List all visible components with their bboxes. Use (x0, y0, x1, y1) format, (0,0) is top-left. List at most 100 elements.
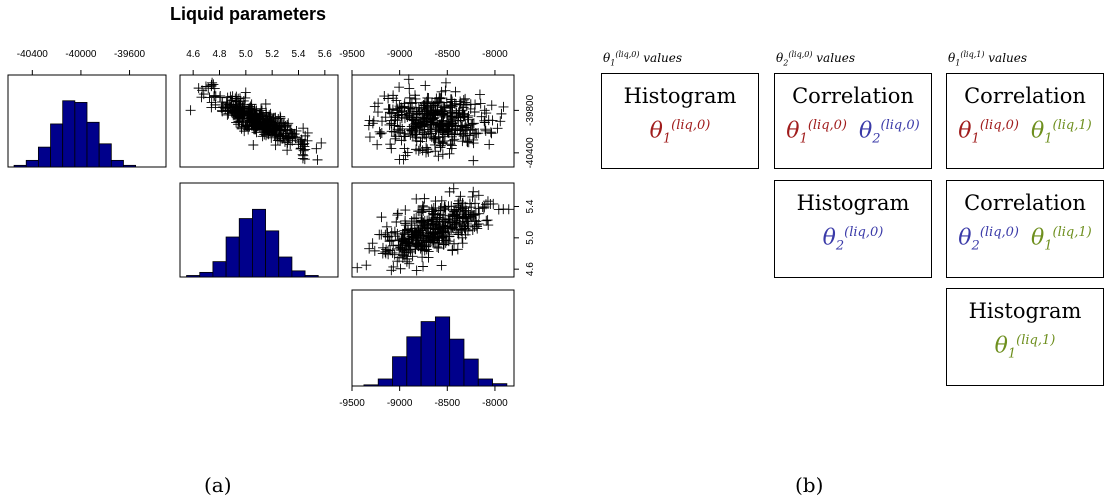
scatter-point (282, 133, 293, 144)
scatter-point (437, 127, 448, 138)
scatter-point (454, 195, 465, 206)
scatter-point (193, 83, 204, 94)
scatter-point (287, 128, 298, 139)
scatter-point (445, 100, 456, 111)
scatter-p1-p2-x-tick-label: 4.8 (213, 49, 227, 60)
scatter-point (479, 201, 490, 212)
cell-title: Correlation (792, 84, 914, 108)
cell-title: Correlation (964, 84, 1086, 108)
hist-p2-bar (304, 275, 319, 278)
scatter-point (389, 114, 400, 125)
scatter-point (390, 131, 401, 142)
scatter-point (457, 121, 468, 132)
scatter-point (435, 120, 446, 131)
hist-p2-bar (199, 271, 214, 278)
scatter-point (239, 126, 250, 137)
scatter-point (397, 106, 408, 117)
cell-r1c3: Correlation θ1(liq,0) θ1(liq,1) (946, 73, 1104, 169)
scatter-point (239, 105, 250, 116)
hist-p3-bar (363, 384, 379, 387)
scatter-p1-p3-x-tick-label: -9500 (339, 49, 365, 60)
scatter-point (394, 82, 405, 93)
hist-p1-bar (110, 159, 124, 168)
scatter-point (479, 105, 490, 116)
scatter-point (482, 215, 493, 226)
theta-symbol: θ1(liq,1) (1031, 225, 1092, 254)
scatter-point (233, 107, 244, 118)
scatter-point (248, 140, 259, 151)
scatter-point (400, 150, 411, 161)
scatter-point (457, 238, 468, 249)
scatter-point (428, 133, 439, 144)
scatter-point (431, 118, 442, 129)
scatter-point (273, 113, 284, 124)
hist-p1-bar (74, 102, 88, 168)
scatter-point (208, 79, 219, 90)
scatter-point (459, 223, 470, 234)
scatter-point (247, 116, 258, 127)
scatter-point (453, 202, 464, 213)
scatter-point (429, 139, 440, 150)
hist-p2-bar (225, 236, 240, 278)
scatter-point (264, 125, 275, 136)
scatter-point (460, 201, 471, 212)
scatter-point (447, 111, 458, 122)
scatter-point (204, 92, 215, 103)
scatter-point (280, 125, 291, 136)
scatter-point (386, 143, 397, 154)
scatter-point (260, 98, 271, 109)
scatter-p1-p2-x-tick-label: 4.6 (186, 49, 200, 60)
scatter-point (455, 99, 466, 110)
scatter-point (463, 110, 474, 121)
cell-r1c2: Correlation θ1(liq,0) θ2(liq,0) (774, 73, 932, 169)
hist-p1-x-tick-label: -40400 (17, 49, 49, 60)
theta-symbol: θ1(liq,0) (958, 118, 1019, 147)
scatter-point (436, 260, 447, 271)
hist-p1-bar (123, 164, 137, 168)
scatter-p1-p2-frame (179, 74, 339, 168)
scatter-point (372, 107, 383, 118)
scatter-point (392, 208, 403, 219)
scatter-point (257, 122, 268, 133)
scatter-point (400, 205, 411, 216)
scatter-point (376, 212, 387, 223)
scatter-point (486, 128, 497, 139)
theta-symbol: θ2(liq,0) (958, 225, 1019, 254)
hist-p3-bar (434, 316, 451, 387)
cell-title: Histogram (796, 191, 910, 215)
scatter-point (435, 205, 446, 216)
scatter-point (462, 125, 473, 136)
scatter-point (383, 93, 394, 104)
scatter-point (436, 195, 447, 206)
scatter-point (423, 252, 434, 263)
scatter-point (394, 101, 405, 112)
scatter-p1-p2-x-tick-label: 5.2 (265, 49, 279, 60)
scatter-p1-p3-x-tick-label: -9000 (387, 49, 413, 60)
scatter-point (458, 131, 469, 142)
scatter-point (404, 110, 415, 121)
scatter-point (419, 245, 430, 256)
scatter-point (408, 114, 419, 125)
scatter-point (369, 245, 380, 256)
scatter-point (403, 74, 414, 85)
scatter-point (419, 118, 430, 129)
scatter-point (256, 105, 267, 116)
scatter-point (185, 105, 196, 116)
scatter-point (452, 244, 463, 255)
scatter-point (473, 128, 484, 139)
scatter-point (426, 204, 437, 215)
hist-p1-bar (86, 121, 100, 168)
scatter-point (457, 213, 468, 224)
scatter-point (417, 133, 428, 144)
scatter-point (386, 227, 397, 238)
scatter-point (316, 137, 327, 148)
scatter-point (415, 143, 426, 154)
scatter-point (425, 112, 436, 123)
scatter-point (484, 139, 495, 150)
scatter-point (395, 242, 406, 253)
scatter-point (222, 92, 233, 103)
scatter-point (472, 223, 483, 234)
scatter-point (470, 99, 481, 110)
scatter-point (449, 221, 460, 232)
pairs-plot: -40400 -40000 -39600 4.6 4.8 5.0 5.2 5.4 5.6 -950… (7, 49, 536, 409)
